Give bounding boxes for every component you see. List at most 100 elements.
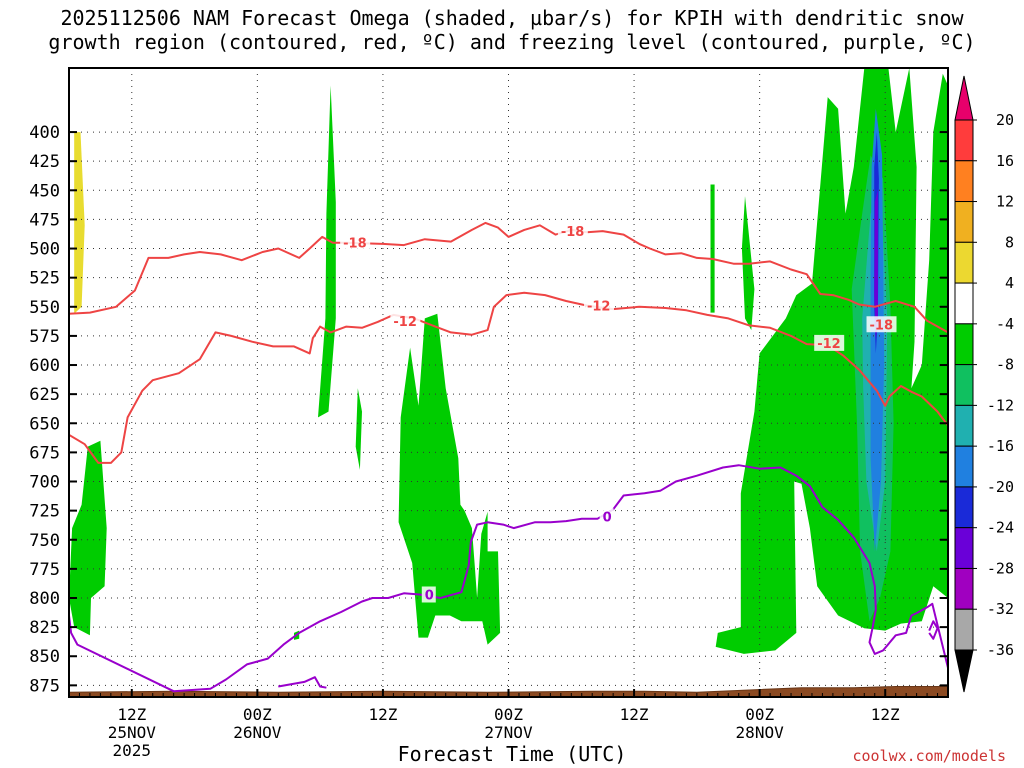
contour-label-1-2: -12 (817, 337, 841, 352)
y-tick-label-400: 400 (29, 123, 60, 143)
y-tick-label-600: 600 (29, 356, 60, 376)
x-tick-label-3: 00Z (494, 705, 523, 724)
colorbar-label-6: -8 (996, 356, 1014, 374)
colorbar-swatch-7 (954, 404, 974, 447)
x-tick-label-4: 12Z (620, 705, 649, 724)
colorbar-swatch-12 (954, 608, 974, 651)
contour-label-1-0: -12 (393, 315, 417, 330)
y-tick-label-425: 425 (29, 152, 60, 172)
colorbar-label-1: 16 (996, 152, 1014, 170)
y-tick-label-500: 500 (29, 240, 60, 260)
colorbar-swatch-3 (954, 241, 974, 284)
contour-label-bg-2-1 (599, 508, 614, 525)
y-tick-label-625: 625 (29, 385, 60, 405)
x-date-label-5: 28NOV (736, 723, 785, 742)
y-tick-label-575: 575 (29, 327, 60, 347)
colorbar-label-4: 4 (1005, 274, 1014, 292)
omega-region-13 (874, 190, 878, 340)
axes-layer: 400 425 450 475 500 525 550 575 600 625 650 675 700 7… (29, 67, 949, 760)
x-year-label-0: 2025 (113, 741, 152, 760)
contour-label-bg-0-1 (557, 223, 588, 240)
colorbar-label-12: -32 (987, 600, 1014, 618)
colorbar-swatch-2 (954, 201, 974, 243)
contour-line-3 (278, 676, 327, 689)
contour-label-bg-0-2 (866, 316, 897, 333)
x-tick-label-0: 12Z (117, 705, 146, 724)
y-tick-label-850: 850 (29, 647, 60, 667)
colorbar-label-3: 8 (1005, 233, 1014, 251)
contour-line-4 (928, 620, 939, 640)
colorbar-label-2: 12 (996, 193, 1014, 211)
omega-region-8 (715, 68, 948, 654)
chart-title: 2025112506 NAM Forecast Omega (shaded, µ… (0, 6, 1024, 54)
omega-region-6 (710, 184, 715, 313)
y-tick-label-550: 550 (29, 298, 60, 318)
site-credit: coolwx.com/models (852, 747, 1006, 765)
contour-label-2-0: 0 (425, 588, 434, 603)
grid-layer (69, 68, 948, 697)
colorbar-swatch-4 (954, 282, 974, 325)
colorbar-label-9: -20 (987, 478, 1014, 496)
colorbar-label-5: -4 (996, 315, 1014, 333)
contour-label-bg-0-0 (340, 234, 371, 251)
x-tick-label-1: 00Z (243, 705, 272, 724)
contour-label-1-1: -12 (587, 300, 611, 315)
contour-line-1 (69, 291, 948, 464)
omega-shading-layer (69, 68, 948, 654)
x-date-label-0: 25NOV (108, 723, 157, 742)
colorbar-label-11: -28 (987, 559, 1014, 577)
x-tick-label-2: 12Z (368, 705, 397, 724)
contour-label-bg-2-0 (421, 586, 436, 603)
colorbar-swatch-0 (954, 119, 974, 162)
colorbar-label-10: -24 (987, 519, 1014, 537)
colorbar-label-13: -36 (987, 641, 1014, 659)
x-date-label-3: 27NOV (484, 723, 533, 742)
omega-region-0 (74, 132, 85, 314)
y-tick-label-450: 450 (29, 181, 60, 201)
colorbar: 20 16 12 8 4 -4 -8 -12 -16 -20 -24 -28 -32 -36 (954, 75, 1014, 693)
colorbar-swatch-6 (954, 364, 974, 406)
y-tick-label-675: 675 (29, 443, 60, 463)
y-tick-label-750: 750 (29, 531, 60, 551)
contour-layer: -18 -18 -18 -12 -12 -12 0 0 (69, 221, 948, 693)
colorbar-swatch-5 (954, 323, 974, 366)
colorbar-swatch-9 (954, 486, 974, 529)
contour-line-2 (69, 464, 948, 693)
colorbar-label-8: -16 (987, 437, 1014, 455)
chart-title-line-2: growth region (contoured, red, ºC) and f… (48, 30, 976, 54)
y-tick-label-725: 725 (29, 502, 60, 522)
y-tick-label-775: 775 (29, 560, 60, 580)
contour-label-0-1: -18 (561, 225, 585, 240)
chart-title-line-1: 2025112506 NAM Forecast Omega (shaded, µ… (60, 6, 964, 30)
colorbar-swatch-10 (954, 527, 974, 569)
y-tick-label-800: 800 (29, 589, 60, 609)
colorbar-top-triangle (954, 75, 974, 121)
contour-line-0 (69, 221, 948, 334)
y-tick-label-525: 525 (29, 269, 60, 289)
colorbar-swatch-11 (954, 567, 974, 610)
colorbar-swatch-8 (954, 445, 974, 488)
colorbar-swatch-1 (954, 160, 974, 203)
colorbar-label-7: -12 (987, 396, 1014, 414)
contour-label-0-2: -18 (870, 318, 894, 333)
omega-region-3 (355, 388, 362, 470)
contour-label-bg-1-0 (390, 312, 421, 329)
omega-region-2 (318, 85, 336, 418)
omega-region-4 (398, 313, 501, 645)
contour-label-bg-1-2 (814, 334, 845, 351)
colorbar-bottom-triangle (954, 649, 974, 693)
x-tick-label-6: 12Z (871, 705, 900, 724)
y-tick-label-475: 475 (29, 210, 60, 230)
contour-label-0-0: -18 (343, 237, 367, 252)
y-tick-label-700: 700 (29, 473, 60, 493)
x-tick-label-5: 00Z (745, 705, 774, 724)
colorbar-label-0: 20 (996, 111, 1014, 129)
contour-label-2-1: 0 (603, 510, 612, 525)
x-axis-title: Forecast Time (UTC) (397, 742, 627, 766)
x-date-label-1: 26NOV (233, 723, 282, 742)
y-tick-label-825: 825 (29, 618, 60, 638)
contour-label-bg-1-1 (583, 297, 614, 314)
y-tick-label-650: 650 (29, 414, 60, 434)
y-tick-label-875: 875 (29, 676, 60, 696)
